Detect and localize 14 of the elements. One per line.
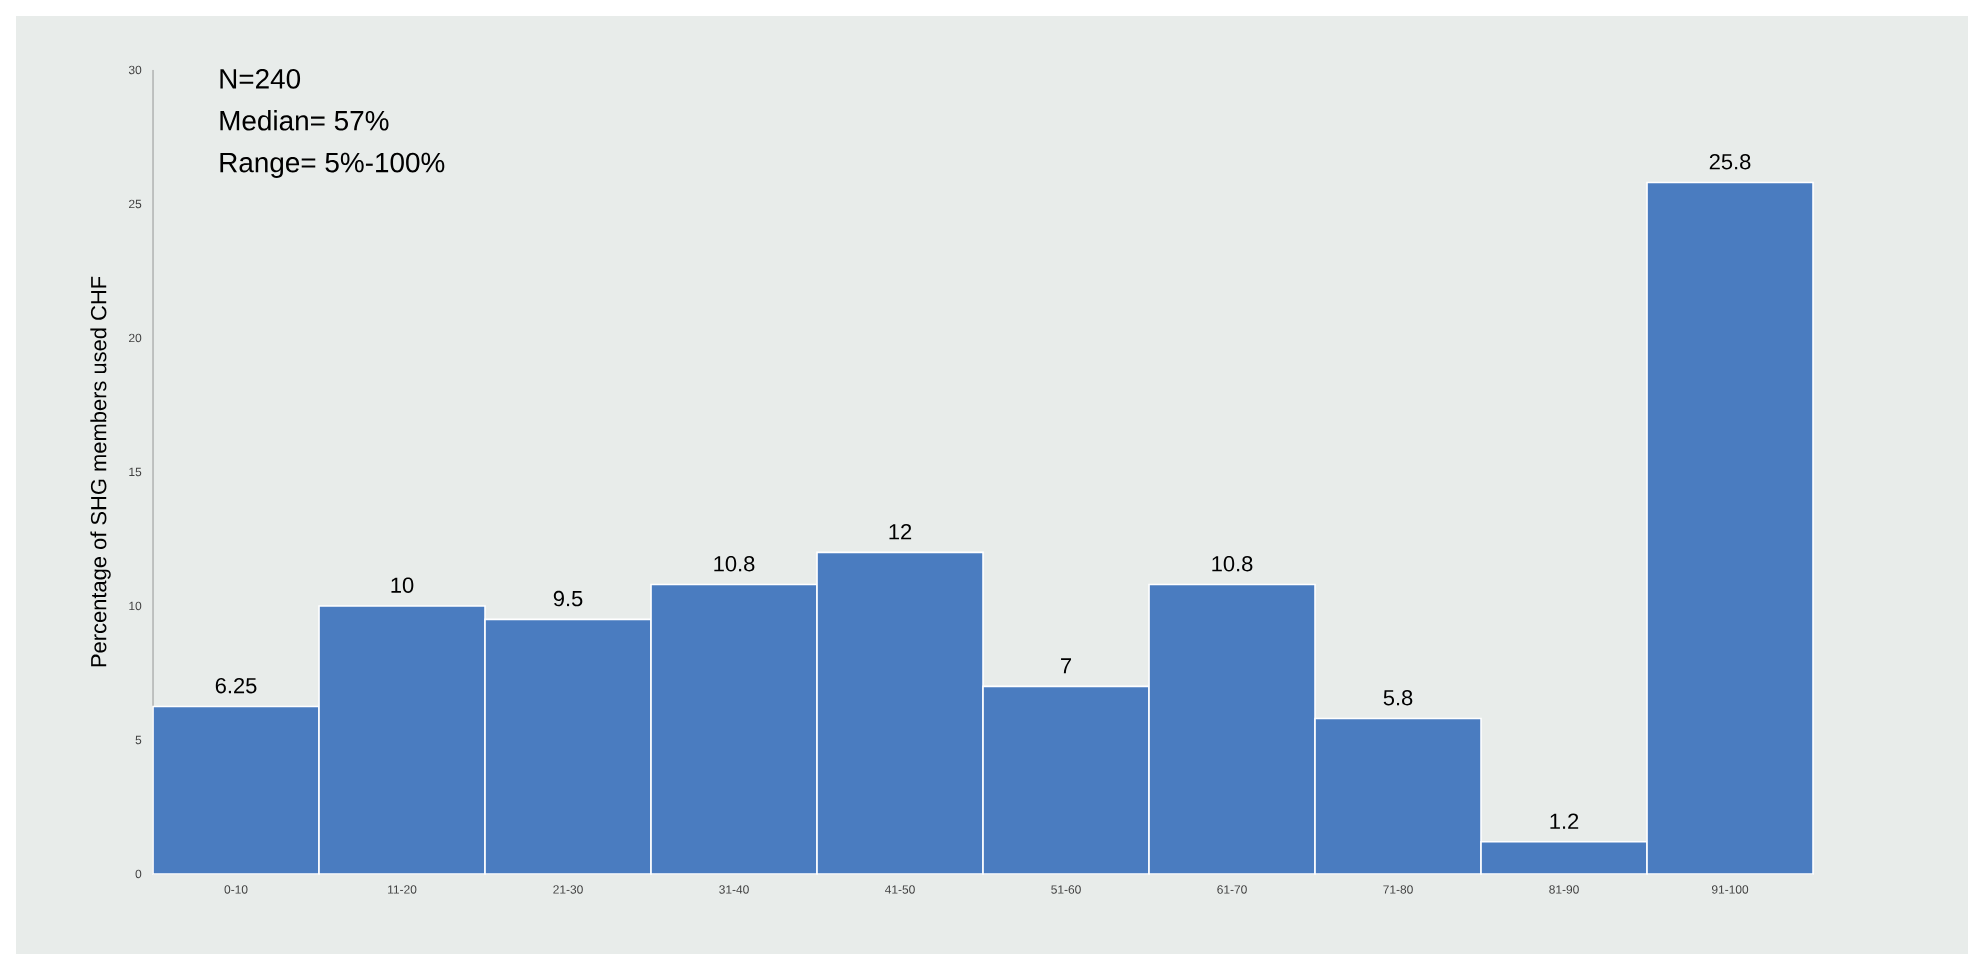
data-label: 5.8	[1383, 690, 1413, 706]
data-label: 10.8	[714, 556, 755, 572]
data-label: 7	[1061, 658, 1072, 674]
annotation: N=240	[220, 68, 301, 89]
data-label: 1.2	[1550, 813, 1579, 829]
data-label: 10.8	[1212, 556, 1253, 572]
data-label: 10	[391, 577, 414, 593]
annotation: Range= 5%-100%	[220, 152, 445, 178]
data-label: 12	[889, 524, 912, 540]
data-label: 9.5	[553, 590, 583, 607]
data-label: 25.8	[1709, 154, 1751, 170]
annotation: Median= 57%	[220, 110, 389, 131]
y-axis-title: Percentage of SHG members used CHF	[90, 276, 111, 667]
data-label: 6.25	[215, 677, 257, 694]
